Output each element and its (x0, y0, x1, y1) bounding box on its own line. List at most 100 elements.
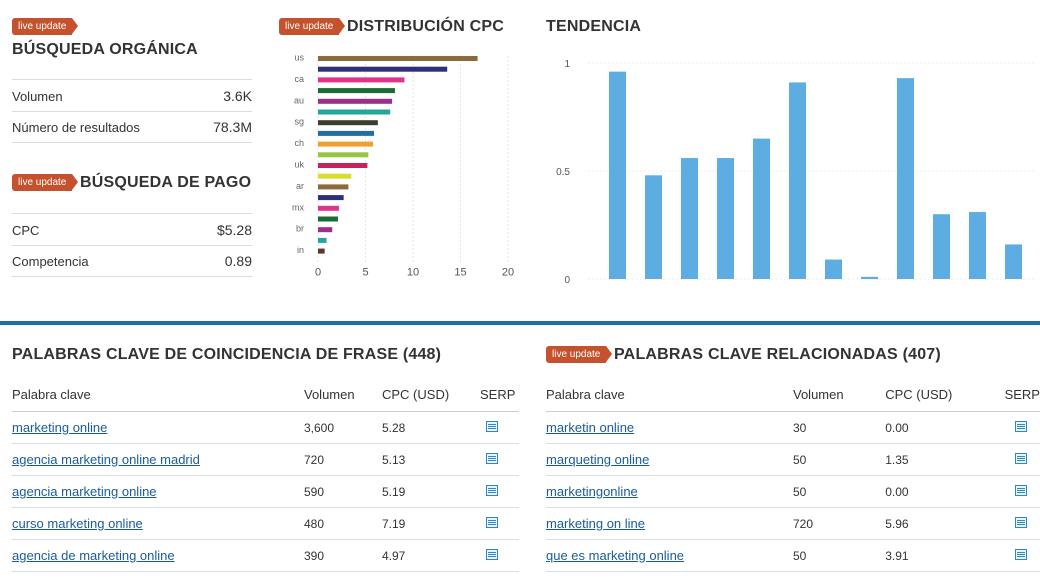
phrase-header-row: Palabra clave Volumen CPC (USD) SERP (12, 377, 519, 412)
category-label: uk (294, 160, 304, 170)
organic-volume-row: Volumen 3.6K (12, 79, 252, 112)
category-label: br (296, 224, 304, 234)
trend-title: TENDENCIA (546, 18, 642, 35)
cpc-value: $5.28 (216, 222, 252, 238)
related-header-cpc[interactable]: CPC (USD) (885, 377, 1005, 412)
category-label: ar (296, 181, 304, 191)
cpc-dist-title: DISTRIBUCIÓN CPC (347, 18, 504, 35)
related-live-badge: live update (546, 346, 613, 364)
category-label: ch (294, 138, 304, 148)
trend-bar (681, 158, 698, 279)
category-label: in (297, 245, 304, 255)
organic-volume-value: 3.6K (223, 88, 252, 104)
trend-bar (753, 138, 770, 279)
volume-cell: 50 (793, 539, 886, 572)
serp-icon[interactable] (1014, 420, 1027, 432)
serp-icon[interactable] (1014, 548, 1027, 560)
bar (318, 88, 395, 94)
volume-cell: 50 (793, 475, 886, 508)
bar (318, 77, 405, 83)
cpc-label: CPC (12, 223, 40, 238)
bar (318, 227, 333, 233)
cpc-cell: 7.19 (382, 507, 480, 540)
table-row: que es marketing online 50 3.91 (546, 539, 1040, 572)
volume-cell: 720 (793, 507, 886, 540)
trend-bar (861, 276, 878, 279)
table-row: marketing online 3,600 5.28 (12, 411, 519, 444)
volume-cell: 590 (304, 475, 382, 508)
keyword-link[interactable]: agencia de marketing online (12, 548, 175, 563)
table-row: agencia marketing online madrid 720 5.13 (12, 443, 519, 476)
bar (318, 66, 448, 72)
bar (318, 205, 339, 211)
bar (318, 216, 338, 222)
keyword-link[interactable]: agencia marketing online (12, 484, 157, 499)
cpc-cell: 5.28 (382, 411, 480, 444)
y-tick-label: 0.5 (556, 167, 570, 178)
phrase-header-keyword[interactable]: Palabra clave (12, 377, 304, 412)
table-row: marketingonline 50 0.00 (546, 475, 1040, 508)
cpc-cell: 5.13 (382, 443, 480, 476)
cpc-cell: 5.19 (382, 475, 480, 508)
trend-chart: 00.51 (556, 59, 1036, 286)
phrase-title: PALABRAS CLAVE DE COINCIDENCIA DE FRASE … (12, 346, 442, 363)
paid-title: BÚSQUEDA DE PAGO (80, 174, 252, 191)
keyword-link[interactable]: marketing on line (546, 516, 645, 531)
section-divider (0, 321, 1040, 325)
bar (318, 141, 374, 147)
serp-icon[interactable] (486, 516, 498, 528)
volume-cell: 390 (304, 539, 382, 572)
serp-icon[interactable] (486, 420, 498, 432)
bar (318, 163, 368, 168)
related-header-serp: SERP (1004, 377, 1040, 412)
cpc-cell: 0.00 (885, 411, 1005, 444)
serp-icon[interactable] (1014, 484, 1027, 496)
cpc-cell: 5.96 (885, 507, 1005, 540)
trend-bar (717, 158, 734, 279)
keyword-link[interactable]: agencia marketing online madrid (12, 452, 200, 467)
trend-bar (609, 71, 626, 279)
competition-row: Competencia 0.89 (12, 245, 252, 277)
table-row: marqueting online 50 1.35 (546, 443, 1040, 476)
keyword-link[interactable]: marqueting online (546, 452, 650, 467)
volume-cell: 50 (793, 443, 886, 476)
category-label: us (294, 53, 304, 63)
phrase-header-volume[interactable]: Volumen (304, 377, 382, 412)
x-tick-label: 5 (362, 266, 368, 278)
bar (318, 109, 391, 115)
table-row: marketing on line 720 5.96 (546, 507, 1040, 540)
bar (318, 152, 369, 158)
serp-icon[interactable] (486, 484, 498, 496)
organic-results-row: Número de resultados 78.3M (12, 111, 252, 143)
bar (318, 184, 349, 190)
cpc-cell: 1.35 (885, 443, 1005, 476)
category-label: sg (294, 117, 304, 127)
x-tick-label: 10 (407, 266, 419, 278)
organic-results-label: Número de resultados (12, 120, 140, 135)
phrase-header-cpc[interactable]: CPC (USD) (382, 377, 480, 412)
keyword-link[interactable]: marketingonline (546, 484, 638, 499)
serp-icon[interactable] (1014, 516, 1027, 528)
keyword-link[interactable]: marketing online (12, 420, 108, 435)
related-header-keyword[interactable]: Palabra clave (546, 377, 793, 412)
trend-bar (969, 212, 986, 279)
related-header-volume[interactable]: Volumen (793, 377, 886, 412)
serp-icon[interactable] (486, 452, 498, 464)
keyword-link[interactable]: curso marketing online (12, 516, 143, 531)
organic-results-value: 78.3M (213, 119, 252, 135)
organic-live-badge: live update (12, 18, 79, 36)
keyword-link[interactable]: que es marketing online (546, 548, 685, 563)
bar (318, 237, 327, 243)
category-label: au (294, 95, 304, 105)
serp-icon[interactable] (486, 548, 498, 560)
x-tick-label: 15 (454, 266, 466, 278)
organic-title: BÚSQUEDA ORGÁNICA (12, 41, 198, 58)
trend-bar (897, 78, 914, 280)
x-tick-label: 20 (502, 266, 514, 278)
serp-icon[interactable] (1014, 452, 1027, 464)
table-row: agencia de marketing online 390 4.97 (12, 539, 519, 572)
category-label: mx (292, 202, 304, 212)
paid-live-badge: live update (12, 174, 79, 192)
keyword-link[interactable]: marketin online (546, 420, 635, 435)
related-title: PALABRAS CLAVE RELACIONADAS (407) (614, 346, 941, 363)
